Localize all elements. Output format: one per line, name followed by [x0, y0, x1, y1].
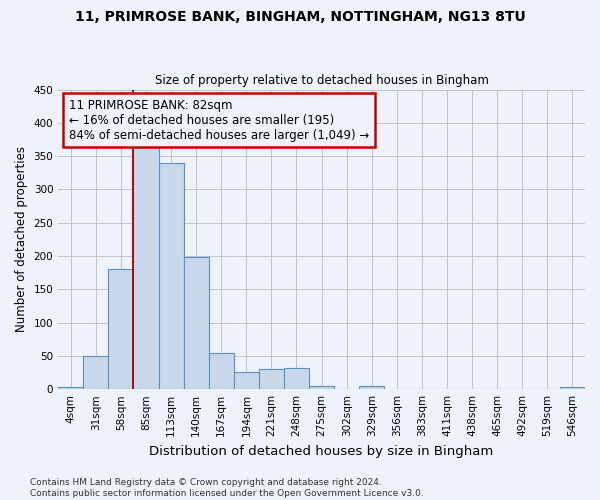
Title: Size of property relative to detached houses in Bingham: Size of property relative to detached ho…: [155, 74, 488, 87]
Bar: [259, 368, 284, 389]
X-axis label: Distribution of detached houses by size in Bingham: Distribution of detached houses by size …: [149, 444, 494, 458]
Bar: [58, 387, 83, 389]
Bar: [184, 256, 209, 389]
Y-axis label: Number of detached properties: Number of detached properties: [15, 146, 28, 332]
Bar: [158, 163, 184, 389]
Bar: [133, 146, 158, 389]
Bar: [359, 386, 385, 389]
Bar: [560, 387, 585, 389]
Bar: [284, 368, 309, 389]
Text: 11 PRIMROSE BANK: 82sqm
← 16% of detached houses are smaller (195)
84% of semi-d: 11 PRIMROSE BANK: 82sqm ← 16% of detache…: [69, 98, 369, 142]
Text: Contains HM Land Registry data © Crown copyright and database right 2024.
Contai: Contains HM Land Registry data © Crown c…: [30, 478, 424, 498]
Bar: [109, 268, 133, 389]
Bar: [209, 353, 234, 389]
Bar: [83, 356, 109, 389]
Bar: [234, 372, 259, 389]
Bar: [309, 386, 334, 389]
Text: 11, PRIMROSE BANK, BINGHAM, NOTTINGHAM, NG13 8TU: 11, PRIMROSE BANK, BINGHAM, NOTTINGHAM, …: [74, 10, 526, 24]
